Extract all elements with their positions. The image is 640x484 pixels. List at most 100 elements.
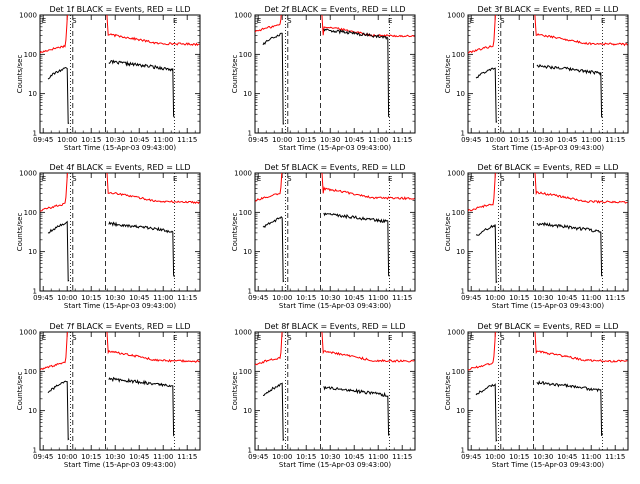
- x-tick-label: 11:15: [392, 136, 412, 144]
- marker-label-e-right: E: [173, 334, 177, 342]
- marker-label-e-left: E: [42, 17, 46, 25]
- x-tick-label: 10:15: [296, 453, 316, 461]
- x-axis-label: Start Time (15-Apr-03 09:43:00): [64, 461, 176, 469]
- x-tick-label: 11:15: [177, 453, 197, 461]
- y-tick-label: 100: [239, 209, 252, 217]
- marker-label-s: S: [287, 334, 292, 342]
- marker-label-e-left: E: [257, 17, 261, 25]
- events-series-line: [475, 383, 498, 442]
- marker-label-e-left: E: [42, 334, 46, 342]
- lld-series-line: [255, 15, 415, 38]
- events-series-line: [475, 224, 498, 284]
- x-tick-label: 10:30: [320, 294, 340, 302]
- axes-frame: [39, 14, 201, 134]
- lld-series-line: [40, 173, 200, 212]
- x-tick-label: 09:45: [248, 136, 268, 144]
- panel-6: Det 6f BLACK = Events, RED = LLD 1 10 100 10…: [444, 163, 629, 310]
- x-tick-label: 10:15: [81, 136, 101, 144]
- panel-title: Det 5f BLACK = Events, RED = LLD: [264, 163, 405, 172]
- axes-frame: [467, 331, 629, 451]
- axes-frame: [254, 14, 416, 134]
- axes-frame: [254, 331, 416, 451]
- marker-label-s: S: [500, 17, 505, 25]
- x-tick-label: 10:00: [272, 294, 292, 302]
- y-tick-label: 1: [461, 130, 465, 138]
- x-tick-label: 10:45: [557, 453, 577, 461]
- y-tick-label: 1: [33, 288, 37, 296]
- x-tick-label: 11:15: [177, 136, 197, 144]
- axes-frame: [467, 14, 629, 134]
- x-tick-label: 09:45: [248, 294, 268, 302]
- events-series-line: [475, 67, 498, 123]
- y-tick-label: 1: [248, 447, 252, 455]
- y-tick-label: 10: [28, 90, 37, 98]
- events-series-line: [108, 221, 175, 278]
- y-tick-label: 100: [452, 368, 465, 376]
- y-axis-label: Counts/sec: [231, 372, 239, 411]
- lld-series-line: [40, 332, 200, 371]
- y-tick-label: 10: [456, 407, 465, 415]
- y-tick-label: 10: [243, 90, 252, 98]
- x-tick-label: 10:30: [105, 453, 125, 461]
- marker-label-s: S: [72, 17, 77, 25]
- x-tick-label: 10:45: [129, 294, 149, 302]
- y-tick-label: 1000: [234, 12, 252, 20]
- panel-title: Det 3f BLACK = Events, RED = LLD: [477, 5, 618, 14]
- x-tick-label: 11:15: [392, 294, 412, 302]
- events-series-line: [323, 212, 390, 277]
- events-series-line: [536, 63, 603, 118]
- x-tick-label: 10:30: [320, 453, 340, 461]
- lld-series-line: [468, 173, 628, 212]
- events-series-line: [262, 215, 285, 283]
- events-series-line: [262, 382, 285, 442]
- x-tick-label: 11:00: [581, 136, 601, 144]
- x-tick-label: 10:15: [81, 294, 101, 302]
- x-tick-label: 10:00: [485, 453, 505, 461]
- x-tick-label: 10:00: [485, 136, 505, 144]
- x-tick-label: 10:45: [557, 294, 577, 302]
- panel-title: Det 8f BLACK = Events, RED = LLD: [264, 322, 405, 331]
- x-tick-label: 11:15: [392, 453, 412, 461]
- events-series-line: [108, 59, 175, 118]
- y-tick-label: 100: [24, 51, 37, 59]
- x-tick-label: 11:15: [177, 294, 197, 302]
- x-tick-label: 11:15: [605, 453, 625, 461]
- marker-label-s: S: [287, 17, 292, 25]
- x-axis-label: Start Time (15-Apr-03 09:43:00): [279, 302, 391, 310]
- x-tick-label: 10:30: [533, 136, 553, 144]
- x-tick-label: 10:15: [509, 294, 529, 302]
- y-axis-label: Counts/sec: [231, 55, 239, 94]
- x-tick-label: 11:00: [581, 453, 601, 461]
- marker-label-s: S: [287, 175, 292, 183]
- y-axis-label: Counts/sec: [444, 213, 452, 252]
- x-tick-label: 09:45: [248, 453, 268, 461]
- marker-label-e-left: E: [257, 175, 261, 183]
- x-axis-label: Start Time (15-Apr-03 09:43:00): [279, 461, 391, 469]
- x-tick-label: 11:15: [605, 136, 625, 144]
- marker-label-e-left: E: [470, 334, 474, 342]
- x-tick-label: 09:45: [33, 294, 53, 302]
- y-tick-label: 1000: [19, 329, 37, 337]
- events-series-line: [47, 66, 70, 124]
- y-axis-label: Counts/sec: [16, 372, 24, 411]
- y-tick-label: 1000: [447, 329, 465, 337]
- x-tick-label: 10:00: [57, 136, 77, 144]
- lld-series-line: [468, 15, 628, 54]
- x-tick-label: 09:45: [461, 136, 481, 144]
- y-tick-label: 10: [456, 248, 465, 256]
- marker-label-e-right: E: [173, 175, 177, 183]
- y-tick-label: 100: [452, 209, 465, 217]
- y-tick-label: 10: [243, 407, 252, 415]
- y-tick-label: 10: [28, 248, 37, 256]
- panel-9: Det 9f BLACK = Events, RED = LLD 1 10 100 10…: [444, 322, 629, 469]
- x-axis-label: Start Time (15-Apr-03 09:43:00): [492, 302, 604, 310]
- events-series-line: [47, 380, 70, 441]
- marker-label-e-right: E: [388, 334, 392, 342]
- axes-frame: [254, 172, 416, 292]
- y-axis-label: Counts/sec: [444, 372, 452, 411]
- marker-label-e-left: E: [42, 175, 46, 183]
- x-tick-label: 10:15: [509, 453, 529, 461]
- axes-frame: [39, 331, 201, 451]
